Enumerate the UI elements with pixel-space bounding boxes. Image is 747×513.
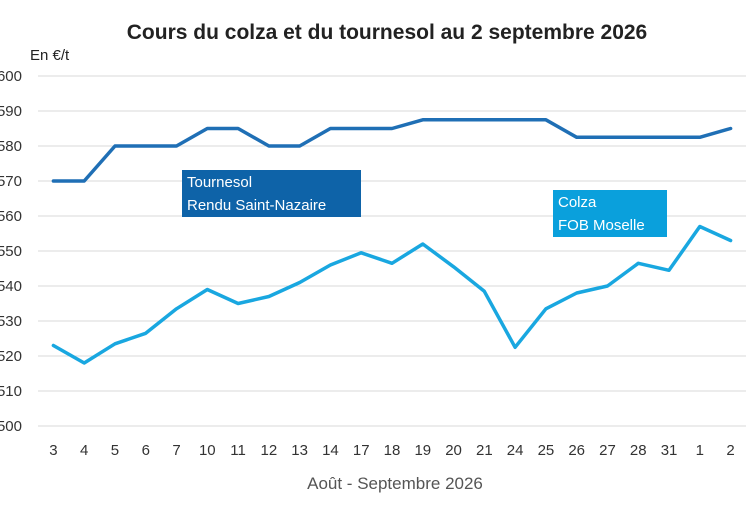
x-tick-label: 4	[80, 442, 88, 459]
annotation-label-colza: Colza	[558, 194, 597, 211]
x-tick-label: 1	[696, 442, 704, 459]
y-tick-label: 510	[0, 383, 22, 400]
y-tick-label: 600	[0, 68, 22, 85]
x-tick-label: 21	[476, 442, 493, 459]
y-tick-label: 520	[0, 348, 22, 365]
annotation-tournesol: Tournesol Rendu Saint-Nazaire	[182, 170, 361, 217]
annotation-label-tournesol: Rendu Saint-Nazaire	[187, 197, 326, 214]
annotation-label-colza: FOB Moselle	[558, 217, 645, 234]
x-tick-label: 28	[630, 442, 647, 459]
x-tick-label: 26	[568, 442, 585, 459]
y-axis: 500 510 520 530 540 550 560 570 580 590 600	[0, 68, 22, 435]
x-tick-label: 31	[661, 442, 678, 459]
y-tick-label: 550	[0, 243, 22, 260]
annotation-box-tournesol	[182, 170, 361, 217]
annotation-label-tournesol: Tournesol	[187, 174, 252, 191]
chart-title: Cours du colza et du tournesol au 2 sept…	[127, 21, 647, 44]
series-line-colza	[51, 224, 733, 365]
y-tick-label: 570	[0, 173, 22, 190]
x-tick-label: 12	[261, 442, 278, 459]
annotation-colza: Colza FOB Moselle	[553, 190, 667, 237]
x-tick-label: 18	[384, 442, 401, 459]
x-tick-label: 24	[507, 442, 524, 459]
x-tick-label: 10	[199, 442, 216, 459]
x-tick-label: 5	[111, 442, 119, 459]
x-axis-label: Août - Septembre 2026	[307, 474, 483, 493]
y-tick-label: 590	[0, 103, 22, 120]
x-tick-label: 20	[445, 442, 462, 459]
x-tick-label: 27	[599, 442, 616, 459]
x-tick-label: 19	[414, 442, 431, 459]
x-tick-label: 14	[322, 442, 339, 459]
y-tick-label: 530	[0, 313, 22, 330]
x-tick-label: 3	[49, 442, 57, 459]
x-tick-label: 25	[538, 442, 555, 459]
y-tick-label: 580	[0, 138, 22, 155]
series-annotations: Tournesol Rendu Saint-Nazaire Colza FOB Mos…	[182, 170, 667, 237]
y-tick-label: 560	[0, 208, 22, 225]
y-axis-unit: En €/t	[30, 47, 70, 64]
x-tick-label: 17	[353, 442, 370, 459]
y-tick-label: 500	[0, 418, 22, 435]
y-tick-label: 540	[0, 278, 22, 295]
grid	[38, 75, 746, 427]
series-lines	[51, 118, 733, 365]
x-tick-label: 7	[172, 442, 180, 459]
x-tick-label: 13	[291, 442, 308, 459]
x-axis: 3 4 5 6 7 10 11 12 13 14 17 18 19 20 21 24 25 26 27 28 31 1 2	[49, 442, 735, 459]
series-line-tournesol	[51, 118, 733, 183]
x-tick-label: 6	[142, 442, 150, 459]
annotation-box-colza	[553, 190, 667, 237]
x-tick-label: 11	[230, 442, 246, 459]
x-tick-label: 2	[726, 442, 734, 459]
